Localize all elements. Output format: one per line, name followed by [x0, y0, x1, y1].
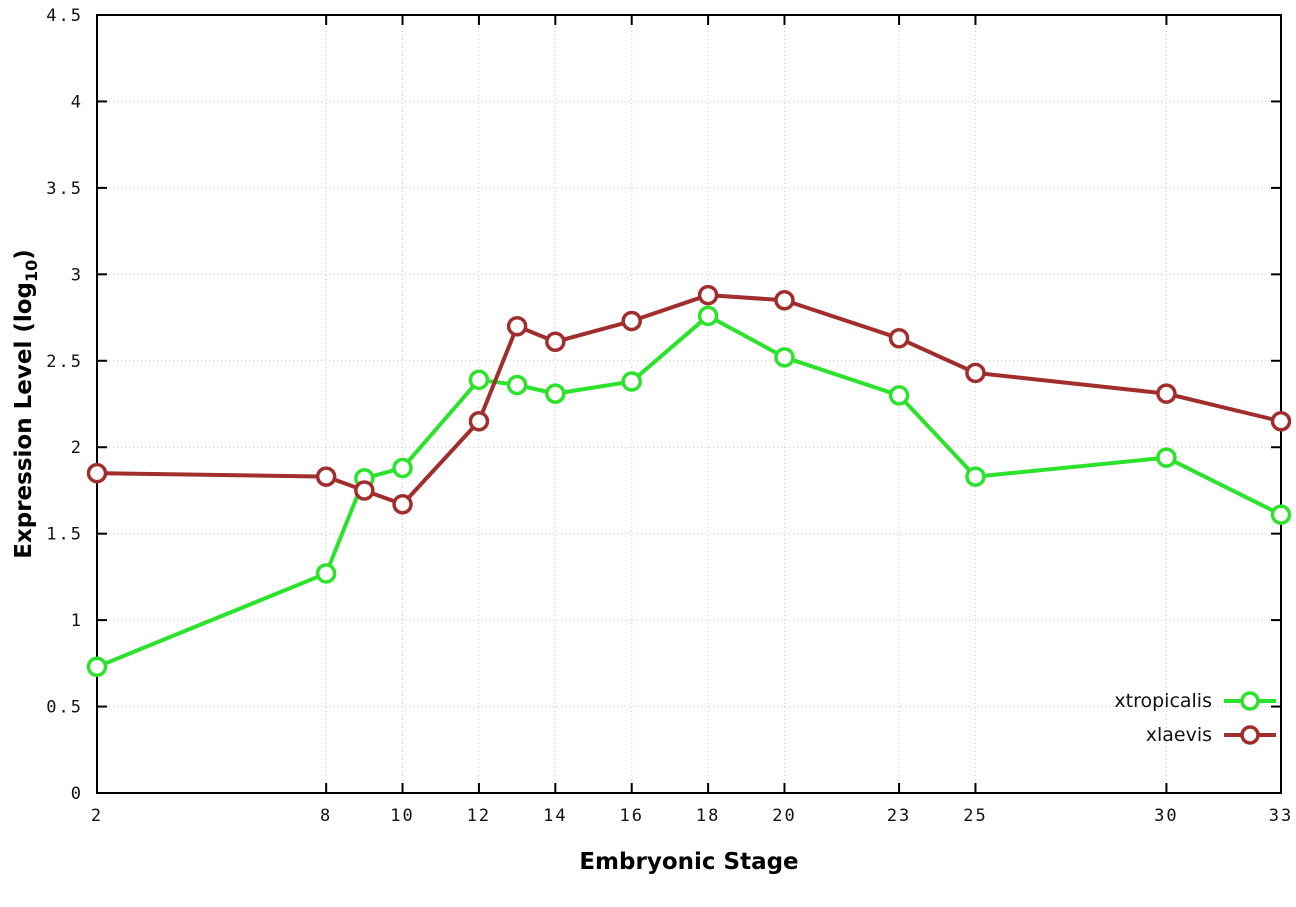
data-marker-xtropicalis	[888, 385, 910, 406]
x-tick-label: 25	[963, 806, 987, 826]
data-marker-xlaevis	[468, 411, 490, 432]
data-marker-xtropicalis	[86, 656, 108, 678]
data-marker-xlaevis	[1156, 383, 1177, 404]
data-marker-xtropicalis	[697, 305, 719, 327]
plot-frame	[96, 14, 1282, 794]
data-marker-xlaevis	[697, 284, 719, 306]
legend-entry-xtropicalis: xtropicalis	[1114, 685, 1278, 716]
x-tick-label: 14	[543, 806, 567, 826]
x-tick-label: 8	[320, 806, 332, 826]
data-marker-xlaevis	[621, 310, 642, 332]
x-tick-label: 33	[1269, 806, 1293, 826]
y-tick-label: 4	[71, 92, 83, 112]
y-tick-label: 3	[71, 265, 83, 285]
y-tick-label: 2	[71, 438, 83, 458]
x-tick-label: 30	[1154, 806, 1178, 826]
x-tick-label: 12	[467, 806, 491, 826]
legend-label-xlaevis: xlaevis	[1145, 723, 1212, 746]
y-tick-label: 1.5	[46, 525, 83, 545]
x-tick-label: 10	[390, 806, 414, 826]
y-tick-label: 1	[71, 611, 83, 631]
y-axis-title-suffix: )	[11, 249, 37, 260]
x-axis-title: Embryonic Stage	[579, 849, 799, 875]
data-marker-xlaevis	[888, 328, 910, 349]
data-marker-xlaevis	[545, 331, 566, 353]
y-axis-title-subscript: 10	[22, 259, 41, 282]
legend-label-xtropicalis: xtropicalis	[1114, 689, 1212, 712]
data-marker-xlaevis	[774, 290, 795, 311]
legend-sample-line-icon	[1224, 690, 1276, 711]
x-tick-label: 2	[91, 806, 103, 826]
y-tick-label: 4.5	[46, 6, 83, 26]
data-marker-xlaevis	[506, 315, 528, 337]
data-marker-xtropicalis	[1270, 504, 1292, 525]
legend-entry-xlaevis: xlaevis	[1146, 719, 1278, 750]
x-tick-label: 18	[696, 806, 720, 826]
data-marker-xtropicalis	[468, 369, 490, 391]
y-axis-title: Expression Level (log10)	[11, 249, 41, 559]
data-marker-xtropicalis	[965, 466, 986, 487]
series-line-xtropicalis	[95, 313, 1283, 669]
data-marker-xtropicalis	[392, 457, 413, 479]
data-marker-xlaevis	[1270, 411, 1292, 432]
y-tick-label: 3.5	[46, 179, 83, 199]
legend: xtropicalis xlaevis	[1114, 685, 1278, 750]
x-tick-label: 23	[887, 806, 911, 826]
y-axis-title-text: Expression Level (log	[11, 281, 37, 559]
data-marker-xlaevis	[86, 462, 108, 484]
data-marker-xtropicalis	[621, 371, 642, 392]
data-marker-xlaevis	[315, 466, 337, 487]
y-tick-label: 0	[71, 784, 83, 804]
data-marker-xlaevis	[965, 362, 986, 384]
series-line-xlaevis	[95, 293, 1283, 507]
data-marker-xtropicalis	[774, 347, 795, 368]
data-marker-xtropicalis	[506, 374, 528, 396]
x-tick-label: 20	[772, 806, 796, 826]
data-marker-xtropicalis	[1156, 447, 1177, 468]
data-marker-xtropicalis	[315, 563, 337, 584]
y-tick-label: 0.5	[46, 698, 83, 718]
data-marker-xtropicalis	[545, 383, 566, 404]
data-marker-xlaevis	[392, 494, 413, 515]
x-tick-label: 16	[619, 806, 643, 826]
data-marker-xlaevis	[354, 480, 375, 501]
y-tick-label: 2.5	[46, 352, 83, 372]
legend-sample-line-icon	[1224, 724, 1276, 745]
